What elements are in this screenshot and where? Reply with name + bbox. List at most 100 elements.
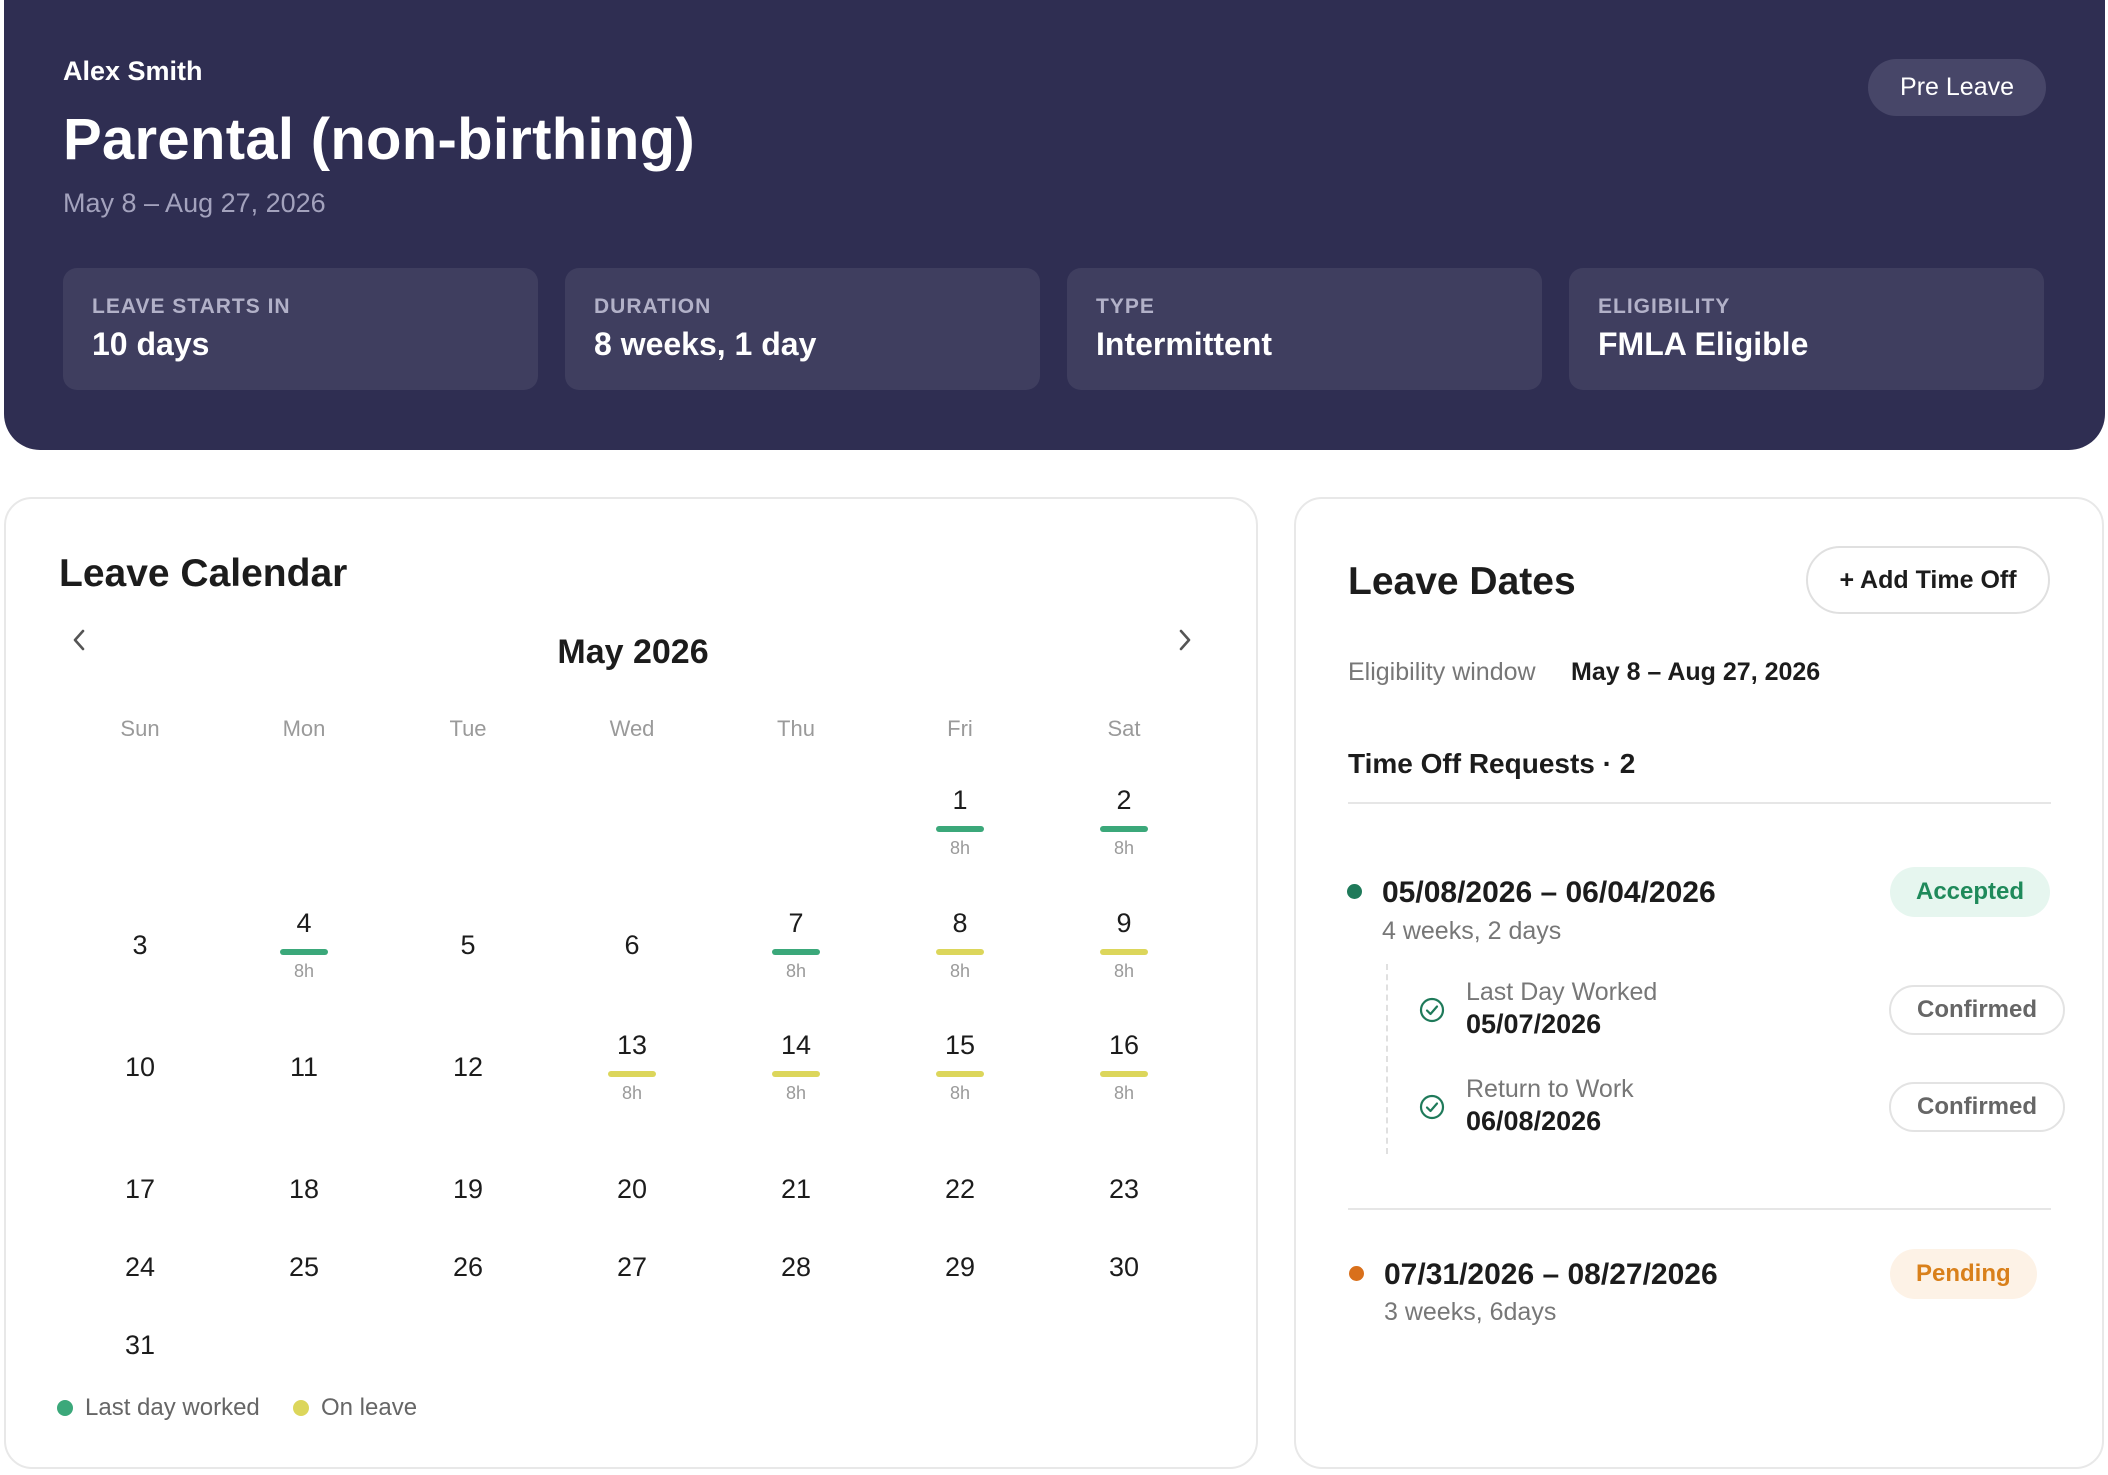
eligibility-window-label: Eligibility window (1348, 658, 1536, 686)
day-hours: 8h (785, 961, 807, 981)
calendar-day[interactable]: 15 8h (900, 1029, 1020, 1104)
divider (1348, 1208, 2051, 1210)
day-hours: 8h (949, 838, 971, 858)
status-dot (1349, 1266, 1364, 1281)
day-number: 8 (952, 908, 968, 938)
calendar-day[interactable]: 9 8h (1064, 907, 1184, 982)
calendar-day[interactable]: 26 (408, 1251, 528, 1283)
day-number: 21 (780, 1174, 812, 1204)
day-number: 12 (452, 1052, 484, 1082)
leave-dates-title: Leave Dates (1348, 560, 1576, 603)
day-number: 7 (788, 908, 804, 938)
calendar-day[interactable]: 8 8h (900, 907, 1020, 982)
day-number: 3 (132, 930, 148, 960)
day-number: 5 (460, 930, 476, 960)
calendar-day[interactable]: 13 8h (572, 1029, 692, 1104)
calendar-day[interactable]: 28 (736, 1251, 856, 1283)
legend-dot (57, 1400, 73, 1416)
day-number: 1 (952, 785, 968, 815)
on-leave-bar (1100, 949, 1148, 955)
last-day-worked-bar (772, 949, 820, 955)
day-hours: 8h (949, 1083, 971, 1103)
on-leave-bar (608, 1071, 656, 1077)
request-duration: 3 weeks, 6days (1384, 1298, 1557, 1326)
calendar-day[interactable]: 24 (80, 1251, 200, 1283)
day-hours: 8h (1113, 1083, 1135, 1103)
calendar-day[interactable]: 1 8h (900, 784, 1020, 859)
legend-dot (293, 1400, 309, 1416)
calendar-day[interactable]: 12 (408, 1051, 528, 1083)
request-date-range: 07/31/2026 – 08/27/2026 (1384, 1258, 1718, 1291)
legend-last-day-worked: Last day worked (57, 1394, 260, 1422)
calendar-day[interactable]: 19 (408, 1173, 528, 1205)
calendar-day[interactable]: 29 (900, 1251, 1020, 1283)
weekday-thu: Thu (777, 716, 815, 741)
calendar-day[interactable]: 20 (572, 1173, 692, 1205)
next-month-button[interactable] (1174, 625, 1196, 663)
calendar-day[interactable]: 2 8h (1064, 784, 1184, 859)
employee-name: Alex Smith (63, 56, 203, 86)
day-number: 18 (288, 1174, 320, 1204)
on-leave-bar (1100, 1071, 1148, 1077)
calendar-day[interactable]: 7 8h (736, 907, 856, 982)
time-off-requests-header: Time Off Requests · 2 (1348, 748, 1636, 779)
day-number: 20 (616, 1174, 648, 1204)
day-number: 29 (944, 1252, 976, 1282)
leave-dates-panel (1294, 497, 2104, 1469)
prev-month-button[interactable] (68, 625, 90, 663)
calendar-title: Leave Calendar (59, 552, 348, 595)
on-leave-bar (936, 949, 984, 955)
weekday-wed: Wed (609, 716, 655, 741)
calendar-day[interactable]: 31 (80, 1329, 200, 1361)
stat-card-eligibility: ELIGIBILITY FMLA Eligible (1569, 268, 2044, 390)
day-hours: 8h (1113, 961, 1135, 981)
calendar-day[interactable]: 23 (1064, 1173, 1184, 1205)
request-date-range: 05/08/2026 – 06/04/2026 (1382, 876, 1716, 909)
stat-card-type: TYPE Intermittent (1067, 268, 1542, 390)
calendar-day[interactable]: 6 (572, 929, 692, 961)
status-badge: Pre Leave (1868, 59, 2046, 116)
day-hours: 8h (785, 1083, 807, 1103)
leave-header: Alex Smith Parental (non-birthing) May 8… (4, 0, 2105, 450)
calendar-day[interactable]: 3 (80, 929, 200, 961)
chevron-right-icon (1179, 629, 1191, 651)
request-status-badge: Accepted (1890, 867, 2051, 917)
stat-value: 8 weeks, 1 day (594, 326, 817, 362)
milestone-status-badge: Confirmed (1889, 985, 2065, 1035)
calendar-day[interactable]: 17 (80, 1173, 200, 1205)
day-number: 27 (616, 1252, 648, 1282)
day-number: 10 (124, 1052, 156, 1082)
calendar-day[interactable]: 18 (244, 1173, 364, 1205)
day-number: 30 (1108, 1252, 1140, 1282)
chevron-left-icon (73, 629, 85, 651)
calendar-day[interactable]: 30 (1064, 1251, 1184, 1283)
stat-value: 10 days (92, 326, 210, 362)
weekday-mon: Mon (282, 716, 326, 741)
calendar-day[interactable]: 5 (408, 929, 528, 961)
calendar-day[interactable]: 10 (80, 1051, 200, 1083)
weekday-tue: Tue (449, 716, 487, 741)
calendar-day[interactable]: 21 (736, 1173, 856, 1205)
stat-label: ELIGIBILITY (1598, 295, 1731, 318)
calendar-day[interactable]: 4 8h (244, 907, 364, 982)
stat-label: TYPE (1096, 295, 1155, 318)
milestone-label: Return to Work (1466, 1075, 1634, 1103)
calendar-day[interactable]: 22 (900, 1173, 1020, 1205)
day-number: 26 (452, 1252, 484, 1282)
calendar-day[interactable]: 16 8h (1064, 1029, 1184, 1104)
status-dot (1347, 884, 1362, 899)
stat-value: Intermittent (1096, 326, 1272, 362)
calendar-day[interactable]: 11 (244, 1051, 364, 1083)
day-number: 13 (616, 1030, 648, 1060)
calendar-day[interactable]: 14 8h (736, 1029, 856, 1104)
add-time-off-button[interactable]: + Add Time Off (1806, 546, 2050, 614)
day-number: 22 (944, 1174, 976, 1204)
day-number: 9 (1116, 908, 1132, 938)
calendar-day[interactable]: 27 (572, 1251, 692, 1283)
milestone-connector (1386, 964, 1388, 1154)
calendar-day[interactable]: 25 (244, 1251, 364, 1283)
stat-label: LEAVE STARTS IN (92, 295, 291, 318)
check-circle-icon (1419, 997, 1445, 1023)
day-number: 28 (780, 1252, 812, 1282)
weekday-sun: Sun (120, 716, 160, 741)
